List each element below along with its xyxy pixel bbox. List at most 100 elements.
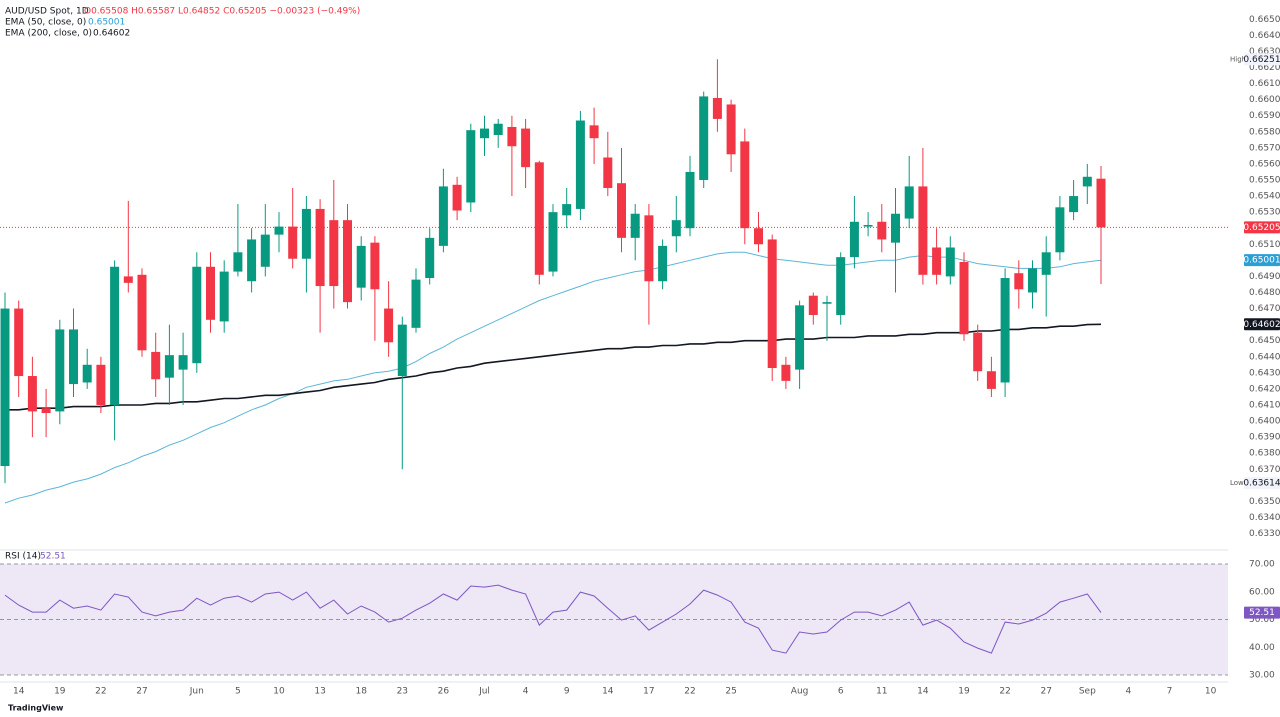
time-tick-label: 26 — [438, 687, 450, 697]
candle-body — [493, 123, 503, 135]
candle-body — [945, 247, 955, 277]
axis-price-label: 0.66251 — [1243, 55, 1280, 65]
candle-body — [14, 308, 24, 377]
rsi-tick-label: 50.00 — [1249, 615, 1275, 625]
candle-body — [918, 186, 928, 275]
candle-body — [863, 224, 873, 227]
tradingview-logo: TradingView — [8, 704, 64, 713]
series-line — [5, 323, 1102, 411]
price-tick-label: 0.66500 — [1249, 15, 1280, 25]
axis-price-box — [1244, 53, 1280, 66]
candle-body — [740, 141, 750, 229]
candle-body — [781, 364, 791, 381]
candle-body — [315, 208, 325, 287]
axis-price-box — [1244, 254, 1280, 267]
candle-body — [55, 329, 65, 412]
time-tick-label: 27 — [1040, 687, 1051, 697]
candle-body — [548, 212, 558, 272]
time-tick-label: 22 — [95, 687, 106, 697]
candle-body — [69, 329, 78, 385]
ohlc-quote: O0.65508 H0.65587 L0.64852 C0.65205 −0.0… — [84, 7, 360, 17]
candle-body — [849, 221, 859, 258]
candle-body — [0, 308, 10, 467]
candle-body — [1000, 278, 1010, 383]
axis-price-box — [1244, 318, 1280, 331]
candle-body — [41, 408, 51, 414]
time-tick-label: 19 — [54, 687, 66, 697]
time-tick-label: Jul — [478, 687, 490, 697]
time-tick-label: Sep — [1079, 687, 1096, 697]
rsi-tick-label: 60.00 — [1249, 587, 1275, 597]
candle-body — [452, 184, 462, 211]
candle-body — [425, 237, 435, 279]
candle-body — [836, 257, 846, 315]
candle-body — [411, 279, 421, 328]
candle-body — [534, 162, 544, 275]
candle-body — [603, 157, 613, 189]
candle-body — [370, 242, 380, 290]
candle-body — [151, 351, 161, 380]
time-tick-label: 14 — [13, 687, 25, 697]
candle-body — [754, 228, 763, 245]
rsi-legend: RSI (14) — [5, 552, 41, 562]
candle-body — [438, 186, 448, 246]
time-tick-label: 11 — [876, 687, 887, 697]
candle-body — [1014, 273, 1024, 290]
time-tick-label: 14 — [917, 687, 929, 697]
time-tick-label: 10 — [1205, 687, 1217, 697]
axis-price-box — [1244, 477, 1280, 490]
candle-body — [822, 302, 832, 304]
candle-body — [507, 126, 517, 147]
axis-price-label: 52.51 — [1249, 608, 1275, 618]
rsi-tick-label: 30.00 — [1249, 671, 1275, 681]
candle-body — [1082, 176, 1092, 187]
candle-body — [384, 308, 394, 343]
time-tick-label: 13 — [314, 687, 325, 697]
candle-body — [959, 261, 969, 335]
candle-body — [219, 271, 229, 322]
time-tick-label: 9 — [564, 687, 570, 697]
candle-body — [123, 276, 133, 283]
candle-body — [795, 305, 805, 370]
candle-body — [397, 324, 407, 377]
time-tick-label: Aug — [791, 687, 809, 697]
candle-body — [726, 104, 736, 155]
rsi-legend-value: 52.51 — [40, 552, 66, 562]
time-tick-label: 6 — [838, 687, 844, 697]
axis-price-label: 0.64602 — [1243, 320, 1280, 330]
time-tick-label: 14 — [602, 687, 614, 697]
axis-price-label: 0.65205 — [1243, 223, 1280, 233]
candle-body — [82, 364, 92, 383]
ema200-legend: EMA (200, close, 0) — [5, 29, 92, 39]
candle-body — [206, 266, 215, 320]
candle-body — [233, 252, 243, 272]
candle-body — [329, 220, 339, 287]
candle-body — [671, 220, 681, 237]
series-line — [4, 584, 1102, 654]
candle-body — [137, 274, 147, 351]
candle-body — [466, 130, 476, 203]
candle-body — [1069, 196, 1079, 213]
time-tick-label: 18 — [355, 687, 367, 697]
axis-price-label: 0.63614 — [1243, 479, 1280, 489]
rsi-tick-label: 40.00 — [1249, 643, 1275, 653]
candle-body — [274, 226, 284, 235]
candle-body — [808, 295, 818, 315]
candle-body — [110, 266, 120, 405]
